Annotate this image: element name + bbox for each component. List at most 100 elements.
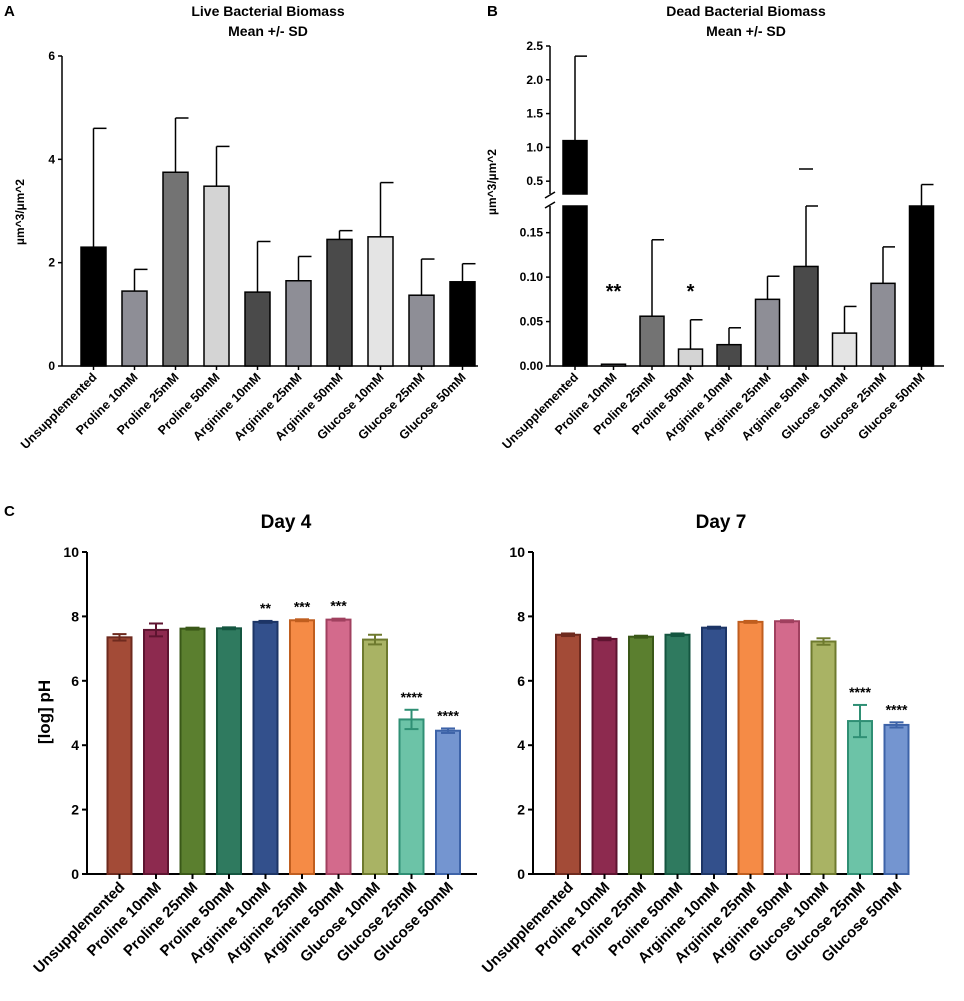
bar-arginine-10mm xyxy=(244,291,271,367)
y-tick-label: 4 xyxy=(48,152,55,166)
y-tick-label: 0.10 xyxy=(520,270,544,284)
significance-marker: ** xyxy=(260,600,271,616)
bar-arginine-50mm xyxy=(793,265,819,367)
bar-unsupplemented xyxy=(555,633,581,876)
bar-arginine-10mm xyxy=(701,626,727,875)
bar-arginine-10mm xyxy=(716,343,742,367)
significance-marker: * xyxy=(687,281,695,303)
bar-arginine-25mm xyxy=(289,619,315,875)
y-tick-label: 2 xyxy=(71,802,79,818)
bar-arginine-10mm xyxy=(252,620,279,876)
bar-proline-10mm xyxy=(600,363,627,367)
bar-arginine-50mm xyxy=(325,618,352,875)
significance-marker: **** xyxy=(437,707,459,723)
x-tick-label: Arginine 25mM xyxy=(700,370,773,443)
significance-marker: *** xyxy=(294,598,311,614)
bar-proline-25mm xyxy=(628,635,654,875)
axis-break-mark xyxy=(544,191,556,199)
y-tick-label: 6 xyxy=(517,673,525,689)
panel-a-title-line1: Live Bacterial Biomass xyxy=(191,3,345,19)
y-tick-label: 2 xyxy=(517,802,525,818)
bar-unsupplemented-lower xyxy=(562,205,588,367)
x-tick-label: Arginine 10mM xyxy=(662,370,735,443)
significance-marker: **** xyxy=(849,684,871,700)
chart-title: Day 4 xyxy=(261,512,312,533)
bar-glucose-10mm xyxy=(810,640,837,875)
bar-glucose-50mm-lower xyxy=(908,205,935,367)
panel-c-letter: C xyxy=(4,503,15,520)
y-tick-label: 2 xyxy=(48,256,55,270)
y-tick-label: 6 xyxy=(48,49,55,63)
y-tick-label: 0 xyxy=(517,866,525,882)
bar-glucose-10mm xyxy=(362,638,388,875)
y-tick-label: 10 xyxy=(509,544,525,560)
panel-b-title-line2: Mean +/- SD xyxy=(706,23,786,39)
panel-b-ylabel: µm^3/µm^2 xyxy=(485,149,499,215)
bar-glucose-25mm xyxy=(847,720,873,875)
y-tick-label: 2.0 xyxy=(526,73,543,87)
panel-c-ylabel: [log] pH xyxy=(35,680,54,744)
panel-b-title-line1: Dead Bacterial Biomass xyxy=(666,3,826,19)
y-tick-label: 4 xyxy=(71,737,79,753)
bar-proline-10mm xyxy=(591,637,618,875)
y-tick-label: 0.15 xyxy=(520,226,544,240)
y-tick-label: 0 xyxy=(48,359,55,373)
bar-glucose-50mm xyxy=(883,723,910,875)
y-tick-label: 8 xyxy=(71,608,79,624)
bar-proline-25mm xyxy=(179,627,206,875)
x-tick-label: Unsupplemented xyxy=(18,370,100,452)
y-tick-label: 4 xyxy=(517,737,525,753)
bar-arginine-25mm xyxy=(737,620,764,876)
y-tick-label: 6 xyxy=(71,673,79,689)
bar-unsupplemented xyxy=(106,636,133,876)
bar-glucose-25mm xyxy=(408,294,435,367)
bar-proline-50mm xyxy=(664,633,691,876)
chart-title: Day 7 xyxy=(696,512,747,533)
bar-arginine-25mm xyxy=(754,298,781,367)
bar-arginine-25mm xyxy=(285,280,312,367)
y-tick-label: 10 xyxy=(63,544,79,560)
x-tick-label: Arginine 50mM xyxy=(739,370,812,443)
chart-dead-biomass: 0.000.050.100.150.51.01.52.02.5Unsupplem… xyxy=(500,39,944,452)
y-tick-label: 0.05 xyxy=(520,315,544,329)
significance-marker: **** xyxy=(886,701,908,717)
bar-proline-25mm xyxy=(639,315,665,367)
x-tick-label: Glucose 50mM xyxy=(855,370,927,442)
panel-a-letter: A xyxy=(4,3,15,20)
bar-glucose-10mm xyxy=(831,332,858,367)
significance-marker: **** xyxy=(401,689,423,705)
significance-marker: *** xyxy=(330,598,347,614)
bar-unsupplemented-upper xyxy=(562,139,588,195)
panel-a-title-line2: Mean +/- SD xyxy=(228,23,308,39)
y-tick-label: 8 xyxy=(517,608,525,624)
y-tick-label: 1.0 xyxy=(526,140,543,154)
bar-proline-25mm xyxy=(162,171,189,367)
panel-a-ylabel: µm^3/µm^2 xyxy=(13,179,27,245)
panel-b-letter: B xyxy=(487,3,498,20)
bar-glucose-50mm xyxy=(449,281,476,367)
bar-proline-10mm xyxy=(143,628,169,876)
bar-glucose-50mm xyxy=(435,729,461,876)
x-tick-label: Glucose 25mM xyxy=(817,370,889,442)
y-tick-label: 1.5 xyxy=(526,107,543,121)
y-tick-label: 0.5 xyxy=(526,174,543,188)
bar-proline-50mm xyxy=(677,348,704,367)
bar-proline-50mm xyxy=(216,627,242,876)
bar-proline-10mm xyxy=(121,290,148,367)
axis-break-mark xyxy=(544,201,556,209)
bar-glucose-25mm xyxy=(398,718,425,875)
x-tick-label: Glucose 10mM xyxy=(778,370,850,442)
y-tick-label: 2.5 xyxy=(526,39,543,53)
bar-proline-50mm xyxy=(203,185,230,367)
y-tick-label: 0 xyxy=(71,866,79,882)
bar-unsupplemented xyxy=(80,246,107,367)
significance-marker: ** xyxy=(606,281,622,303)
bar-arginine-50mm xyxy=(326,238,353,367)
bar-glucose-10mm xyxy=(367,236,394,367)
bar-glucose-25mm xyxy=(870,282,896,367)
y-tick-label: 0.00 xyxy=(520,359,544,373)
